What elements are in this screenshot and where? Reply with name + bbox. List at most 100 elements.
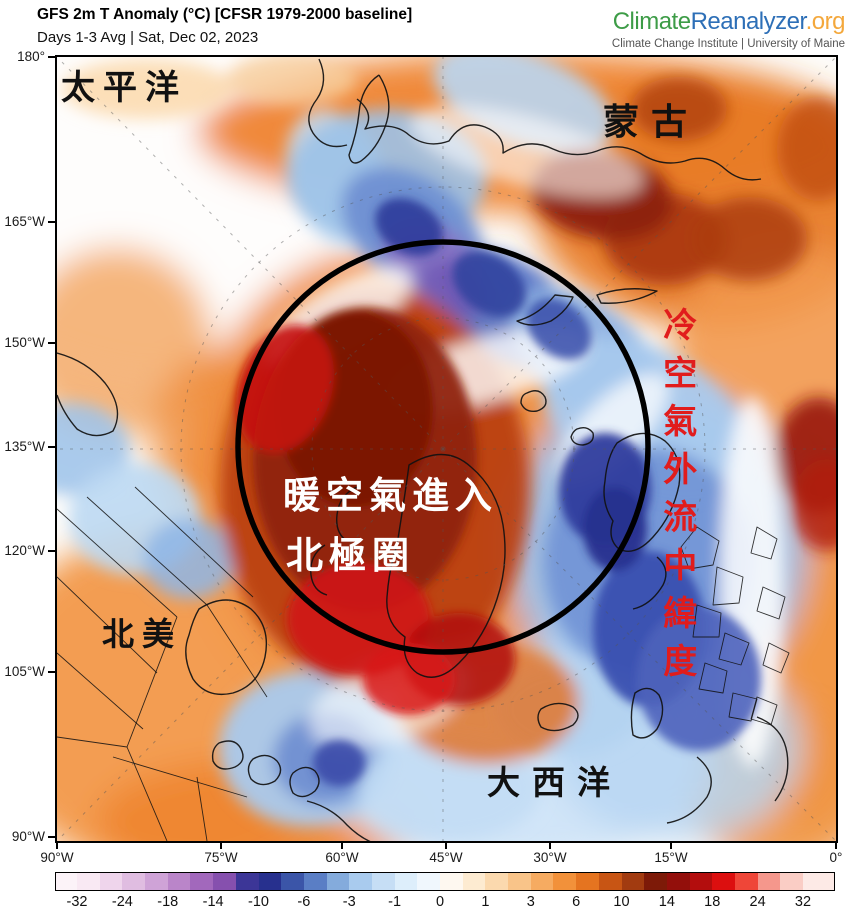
axis-label-bottom: 0° [829, 850, 843, 865]
coastline [603, 432, 681, 552]
axis-label-bottom: 15°W [654, 850, 688, 865]
colorbar-cell [553, 873, 577, 890]
anomaly-blob [777, 97, 836, 201]
axis-tick-left [48, 56, 55, 58]
colorbar-tick-label: -6 [297, 894, 311, 910]
axis-label-bottom: 60°W [325, 850, 359, 865]
coastline [185, 599, 268, 696]
axis-tick-bottom [445, 842, 447, 849]
coastline [516, 294, 574, 326]
label-atlantic: 大西洋 [487, 766, 622, 802]
colorbar-cell [757, 873, 781, 890]
colorbar-cell [644, 873, 667, 890]
page-title: GFS 2m T Anomaly (°C) [CFSR 1979-2000 ba… [37, 6, 413, 23]
coastline [666, 716, 789, 824]
border-line [756, 586, 786, 620]
anomaly-blob [143, 519, 235, 599]
border-line [57, 576, 158, 674]
axis-tick-left [48, 550, 55, 552]
colorbar-cell [485, 873, 509, 890]
axis-label-left: 90°W [11, 829, 45, 844]
colorbar-cell [235, 873, 259, 890]
anomaly-blob [62, 59, 232, 119]
colorbar-cell [440, 873, 463, 890]
anomaly-blob [313, 740, 365, 786]
border-line [126, 616, 178, 748]
colorbar-cell [77, 873, 100, 890]
coastline [306, 800, 371, 841]
coastline [630, 687, 664, 739]
colorbar-cell [780, 873, 803, 890]
colorbar-cell [56, 873, 77, 890]
axis-tick-bottom [549, 842, 551, 849]
label-pacific: 太平洋 [61, 70, 187, 107]
colorbar-tick-label: 18 [704, 894, 721, 910]
colorbar-tick-label: -10 [248, 894, 269, 910]
colorbar-tick-label: -32 [66, 894, 88, 910]
coastline [632, 556, 667, 610]
colorbar-cell [190, 873, 214, 890]
highlight-circle [235, 239, 651, 655]
colorbar-cell [712, 873, 735, 890]
border-line [57, 508, 178, 618]
logo-reanalyzer: Reanalyzer [690, 8, 807, 35]
colorbar-cell [326, 873, 350, 890]
colorbar-tick-label: 14 [658, 894, 675, 910]
logo-tagline: Climate Change Institute | University of… [611, 38, 845, 50]
anomaly-blob [791, 459, 836, 551]
anomaly-blob [631, 77, 727, 141]
anomaly-blob [583, 487, 647, 571]
axis-label-bottom: 30°W [533, 850, 567, 865]
colorbar-cell [462, 873, 486, 890]
anomaly-map: 太平洋 蒙古 北美 大西洋 暖空氣進入 北極圈 冷空氣外流中緯度 [55, 55, 838, 843]
coastline [356, 98, 762, 181]
label-warm-line1: 暖空氣進入 [283, 476, 498, 517]
border-line [750, 526, 778, 560]
border-line [692, 604, 722, 638]
coastline [596, 288, 658, 304]
colorbar-cell [303, 873, 327, 890]
colorbar-tick-label: 10 [613, 894, 630, 910]
axis-label-bottom: 75°W [204, 850, 238, 865]
page-subtitle: Days 1-3 Avg | Sat, Dec 02, 2023 [37, 29, 259, 46]
border-line [206, 604, 268, 698]
axis-label-left: 165°W [4, 214, 45, 229]
colorbar-cell [281, 873, 304, 890]
coastline [57, 352, 119, 437]
site-logo[interactable]: ClimateReanalyzer.org Climate Change Ins… [611, 8, 846, 50]
colorbar-cell [598, 873, 622, 890]
anomaly-layer-0 [236, 198, 761, 786]
colorbar-tick-label: -24 [111, 894, 133, 910]
axis-tick-bottom [835, 842, 837, 849]
coastline [520, 390, 547, 413]
colorbar-cell [689, 873, 713, 890]
colorbar-tick-label: 6 [572, 894, 581, 910]
border-line [134, 486, 254, 598]
border-line [86, 496, 208, 606]
colorbar-tick-label: 24 [749, 894, 766, 910]
logo-org: .org [805, 8, 846, 35]
coastline [247, 754, 282, 786]
colorbar-cell [530, 873, 554, 890]
coastline [308, 58, 348, 148]
colorbar-cell [122, 873, 146, 890]
axis-tick-bottom [670, 842, 672, 849]
coastline [348, 74, 390, 164]
colorbar-tick-label: 32 [794, 894, 812, 910]
border-line [762, 642, 790, 674]
axis-tick-left [48, 446, 55, 448]
border-line [126, 746, 168, 841]
axis-label-left: 105°W [4, 664, 45, 679]
anomaly-blob [691, 197, 807, 281]
border-line [718, 632, 750, 666]
border-line [712, 566, 744, 606]
axis-label-left: 135°W [4, 439, 45, 454]
border-line [196, 776, 208, 841]
axis-label-left: 180° [17, 49, 45, 64]
axis-label-left: 150°W [4, 335, 45, 350]
label-warm-line2: 北極圈 [286, 536, 415, 577]
colorbar-cell [167, 873, 191, 890]
colorbar-tick-label: 3 [526, 894, 535, 910]
axis-tick-left [48, 221, 55, 223]
